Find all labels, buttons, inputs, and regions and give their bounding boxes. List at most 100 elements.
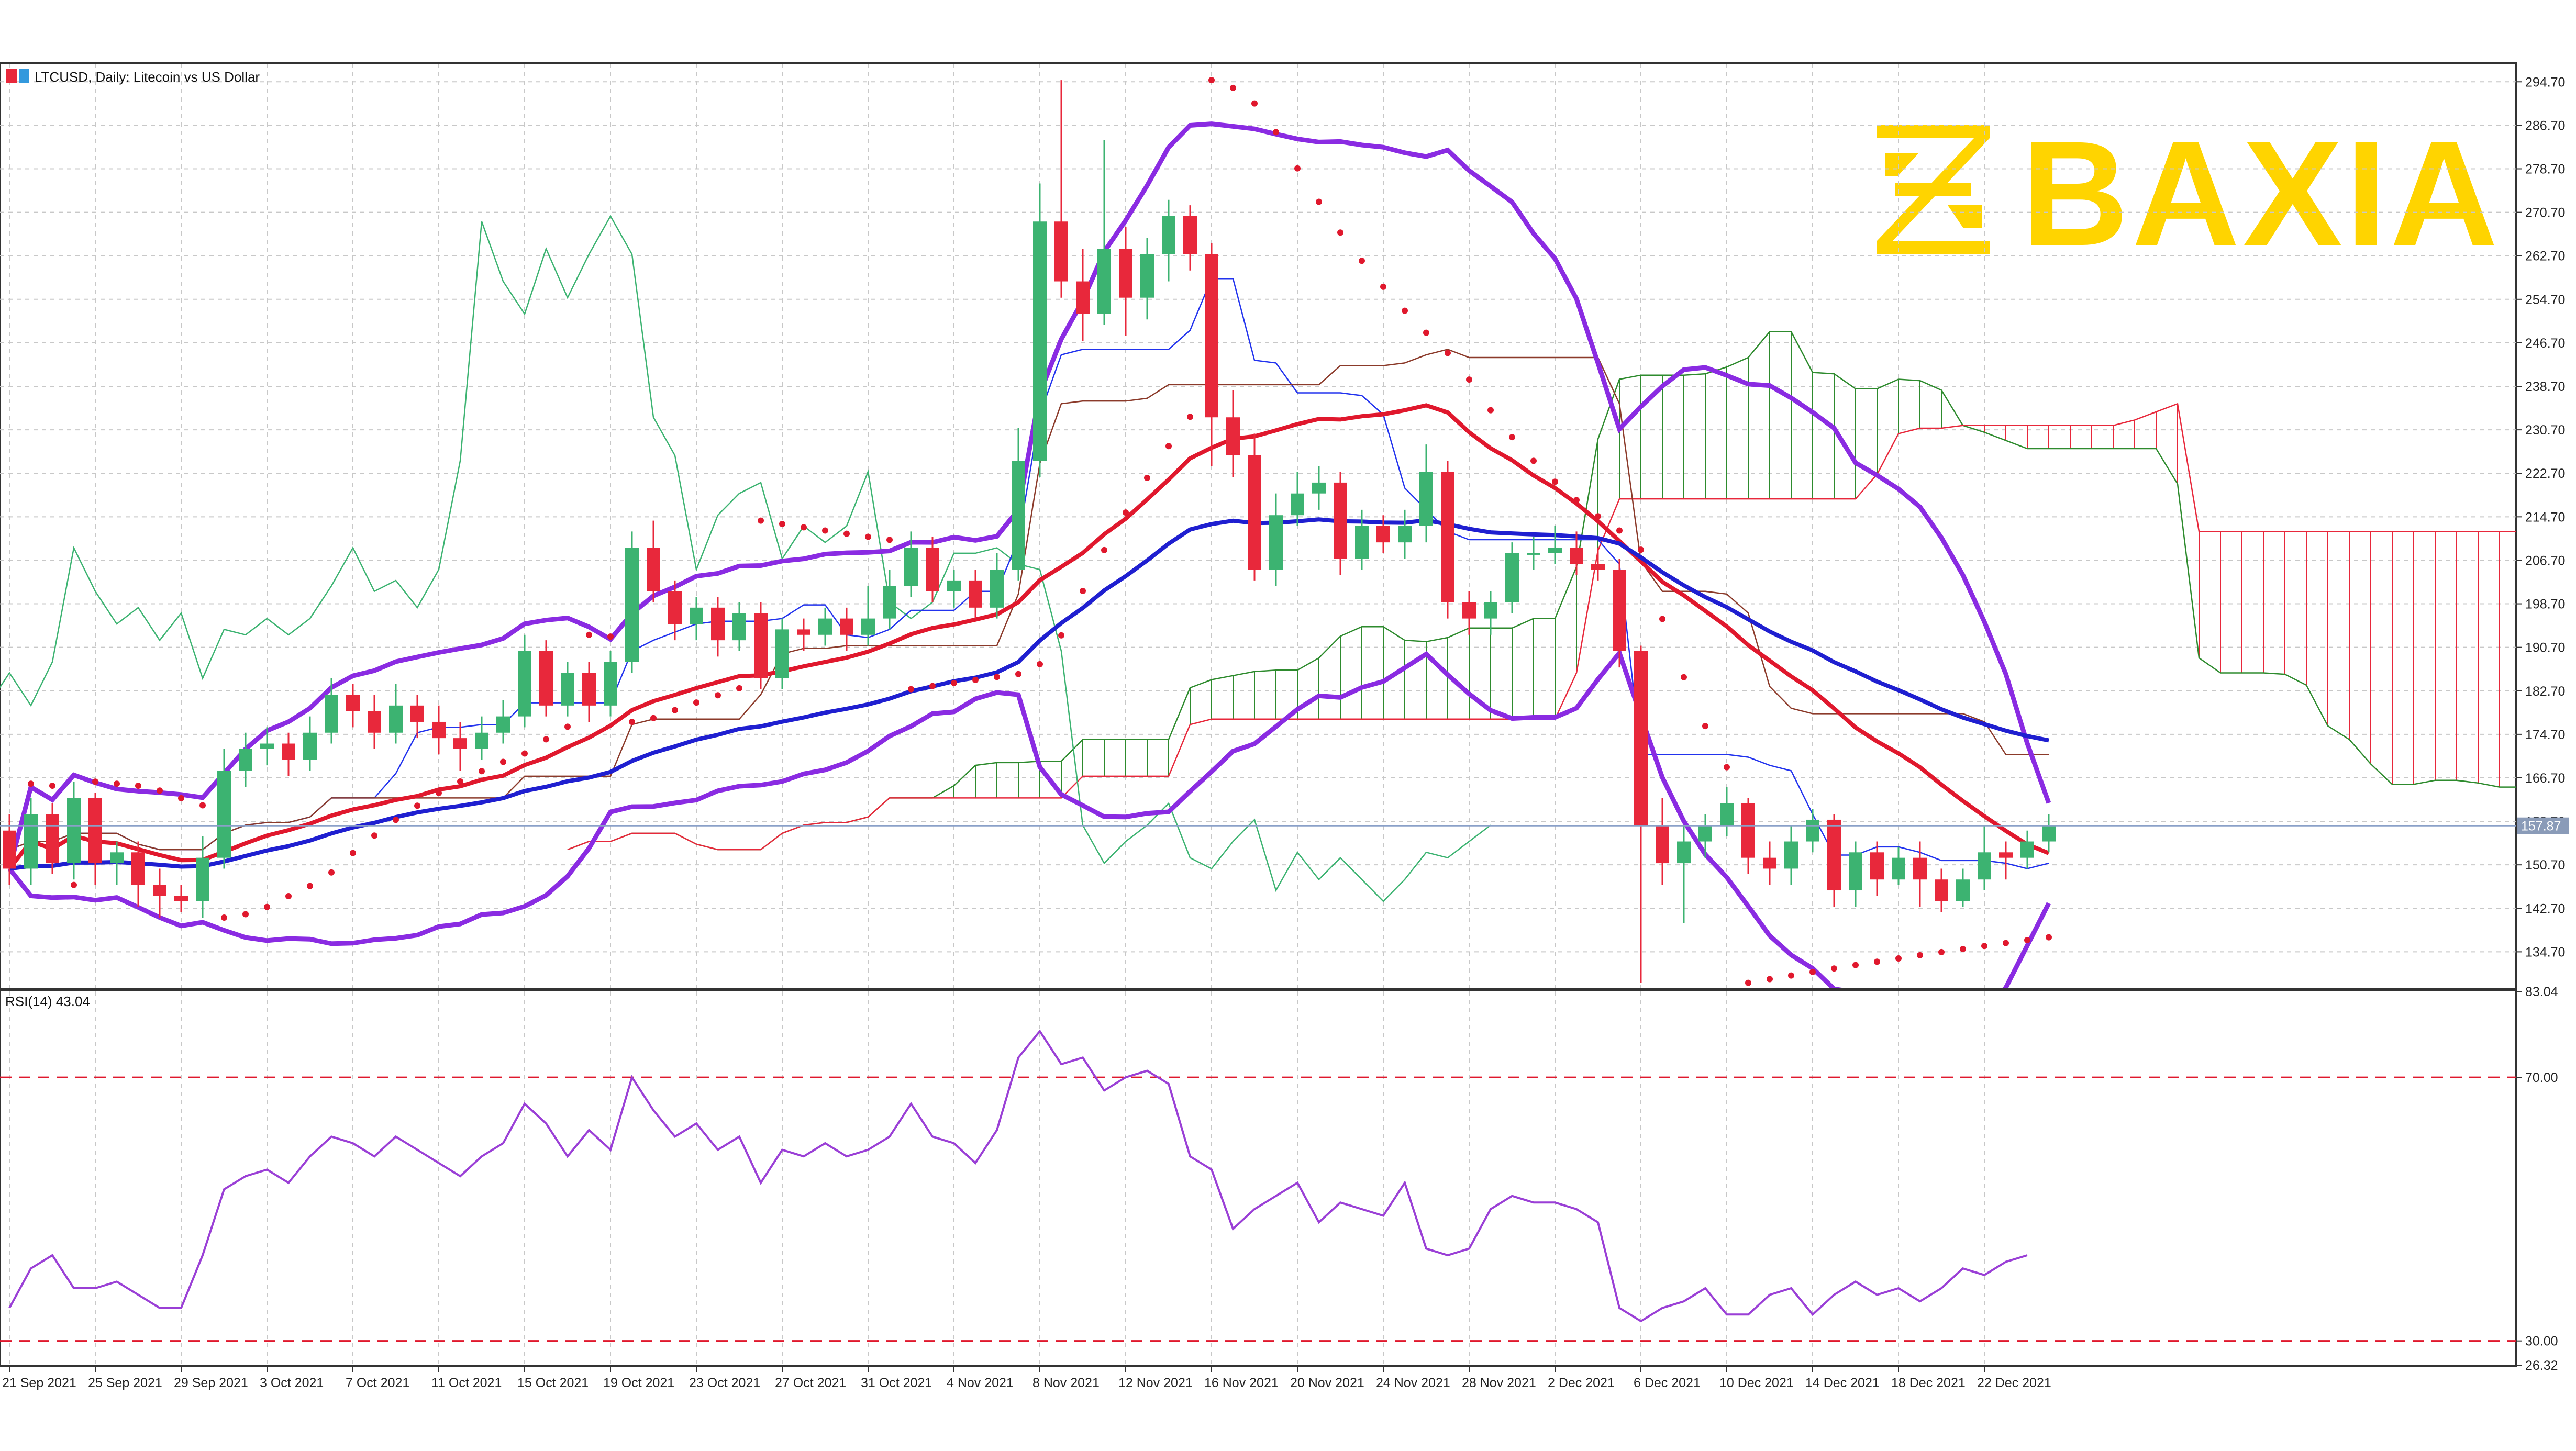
candle-body [325, 695, 338, 733]
date-label: 24 Nov 2021 [1376, 1376, 1450, 1390]
rsi-tick-label: 26.32 [2525, 1358, 2558, 1373]
candle [711, 597, 725, 657]
sar-dot [1724, 764, 1730, 771]
candle [818, 607, 832, 646]
candle-body [1720, 803, 1734, 825]
sar-dot [1037, 661, 1043, 667]
sar-dot [1487, 407, 1494, 414]
sar-dot [951, 679, 957, 686]
last-price-label: 157.87 [2521, 819, 2561, 834]
candle-body [2042, 825, 2056, 842]
candle-body [46, 814, 59, 864]
candle-body [775, 629, 789, 678]
sar-dot [586, 631, 592, 638]
candle [368, 695, 381, 749]
candle-body [647, 548, 660, 591]
candle [797, 618, 810, 651]
candle-body [3, 830, 16, 869]
price-tick-label: 294.70 [2525, 75, 2565, 90]
candle [24, 798, 38, 885]
candle [325, 678, 338, 744]
candle [1162, 199, 1175, 282]
candle [1419, 444, 1433, 543]
price-tick-label: 222.70 [2525, 466, 2565, 481]
sar-dot [1917, 952, 1923, 958]
sar-dot [972, 676, 979, 683]
candle-body [754, 613, 768, 678]
sar-dot [114, 780, 120, 787]
sar-dot [1230, 84, 1236, 91]
sar-dot [1359, 258, 1365, 264]
candle-body [1097, 249, 1111, 314]
candle-body [1999, 852, 2013, 858]
candle [1076, 249, 1090, 341]
ichimoku-cloud [567, 331, 2516, 851]
sar-dot [1852, 962, 1859, 968]
candle-body [990, 570, 1004, 608]
date-label: 27 Oct 2021 [775, 1376, 846, 1390]
candle-body [475, 732, 488, 749]
date-label: 19 Oct 2021 [603, 1376, 674, 1390]
candle [582, 662, 596, 722]
sar-dot [1874, 958, 1880, 965]
sar-dot [1101, 546, 1107, 553]
date-label: 18 Dec 2021 [1891, 1376, 1966, 1390]
candle [947, 570, 961, 608]
sar-dot [2046, 934, 2052, 941]
date-label: 16 Nov 2021 [1204, 1376, 1279, 1390]
candle-body [561, 673, 574, 706]
candle-body [432, 721, 446, 739]
sar-dot [1187, 414, 1193, 420]
candle [475, 716, 488, 760]
rsi-tick-label: 83.04 [2525, 985, 2558, 999]
candle-body [1634, 651, 1648, 825]
chart-type-icon [6, 69, 29, 83]
candle-body [239, 749, 252, 771]
sar-dot [886, 537, 893, 543]
sar-dot [672, 707, 678, 713]
candle [840, 607, 853, 651]
price-tick-label: 278.70 [2525, 162, 2565, 176]
sar-dot [822, 527, 828, 534]
baxia-logo-text: BAXIA [2021, 110, 2501, 277]
sar-dot [908, 686, 914, 693]
price-tick-label: 262.70 [2525, 249, 2565, 264]
candle-body [1591, 564, 1605, 570]
sar-dot [543, 736, 549, 743]
date-label: 12 Nov 2021 [1118, 1376, 1193, 1390]
candle [1741, 798, 1755, 874]
candle [926, 537, 939, 602]
candle-body [389, 705, 403, 733]
candle [1033, 183, 1047, 477]
date-label: 8 Nov 2021 [1032, 1376, 1100, 1390]
candle [518, 634, 531, 728]
sar-dot [1981, 943, 1987, 950]
candle-body [1527, 553, 1540, 555]
date-label: 22 Dec 2021 [1977, 1376, 2051, 1390]
last-price-tag [2517, 817, 2569, 834]
candle-body [1462, 602, 1476, 619]
candle-body [1849, 852, 1862, 891]
sar-dot [1595, 513, 1601, 520]
moving-average-red [7, 403, 2050, 870]
candle-body [131, 852, 145, 885]
sar-dot [1080, 587, 1086, 594]
candle [346, 684, 360, 728]
candle-body [1892, 857, 1905, 880]
sar-dot [865, 533, 871, 540]
candle-body [1398, 526, 1412, 543]
candle [604, 651, 617, 717]
sar-dot [1573, 497, 1580, 504]
candle-body [1376, 526, 1390, 543]
sar-dot [157, 787, 163, 794]
candle-body [818, 618, 832, 635]
sar-dot [500, 758, 506, 765]
candle [1763, 841, 1776, 885]
candle-body [711, 607, 725, 641]
sar-dot [1681, 674, 1687, 680]
candle [1613, 559, 1626, 668]
sar-dot [457, 778, 463, 785]
candle-body [1183, 216, 1197, 254]
candle-body [926, 548, 939, 591]
